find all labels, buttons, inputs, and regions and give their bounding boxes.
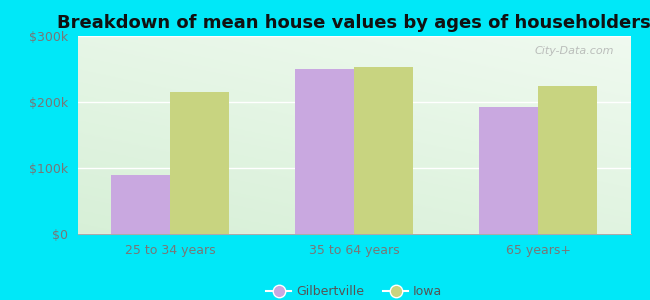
Bar [170,92,229,234]
Bar [295,69,354,234]
Legend: Gilbertville, Iowa: Gilbertville, Iowa [261,280,447,300]
Bar [111,175,170,234]
Bar [480,106,538,234]
Text: City-Data.com: City-Data.com [534,46,614,56]
Bar [354,67,413,234]
Bar [538,85,597,234]
Title: Breakdown of mean house values by ages of householders: Breakdown of mean house values by ages o… [57,14,650,32]
